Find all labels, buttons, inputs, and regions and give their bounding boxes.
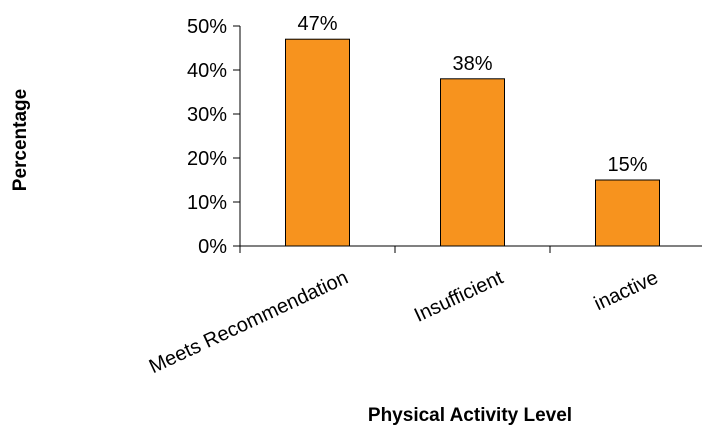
bar <box>285 38 350 247</box>
y-axis: 0% 10% 20% 30% 40% 50% <box>187 16 241 258</box>
bars <box>285 38 660 247</box>
y-tick-label: 50% <box>187 16 227 38</box>
y-tick-label: 10% <box>187 192 227 214</box>
bar <box>440 78 505 247</box>
bar <box>595 179 660 247</box>
data-label: 38% <box>452 53 492 75</box>
x-axis: Meets Recommendation Insufficient inactive <box>146 245 702 379</box>
y-axis-title: Percentage <box>10 89 31 191</box>
data-labels: 47% 38% 15% <box>297 13 647 176</box>
y-tick-label: 0% <box>198 236 227 258</box>
data-label: 47% <box>297 13 337 35</box>
x-tick-label: Insufficient <box>411 266 507 326</box>
y-tick-label: 40% <box>187 60 227 82</box>
data-label: 15% <box>607 154 647 176</box>
x-tick-label: Meets Recommendation <box>146 267 352 379</box>
y-tick-label: 20% <box>187 148 227 170</box>
x-tick-label: inactive <box>591 267 662 316</box>
y-tick-label: 30% <box>187 104 227 126</box>
x-axis-title: Physical Activity Level <box>368 405 572 426</box>
